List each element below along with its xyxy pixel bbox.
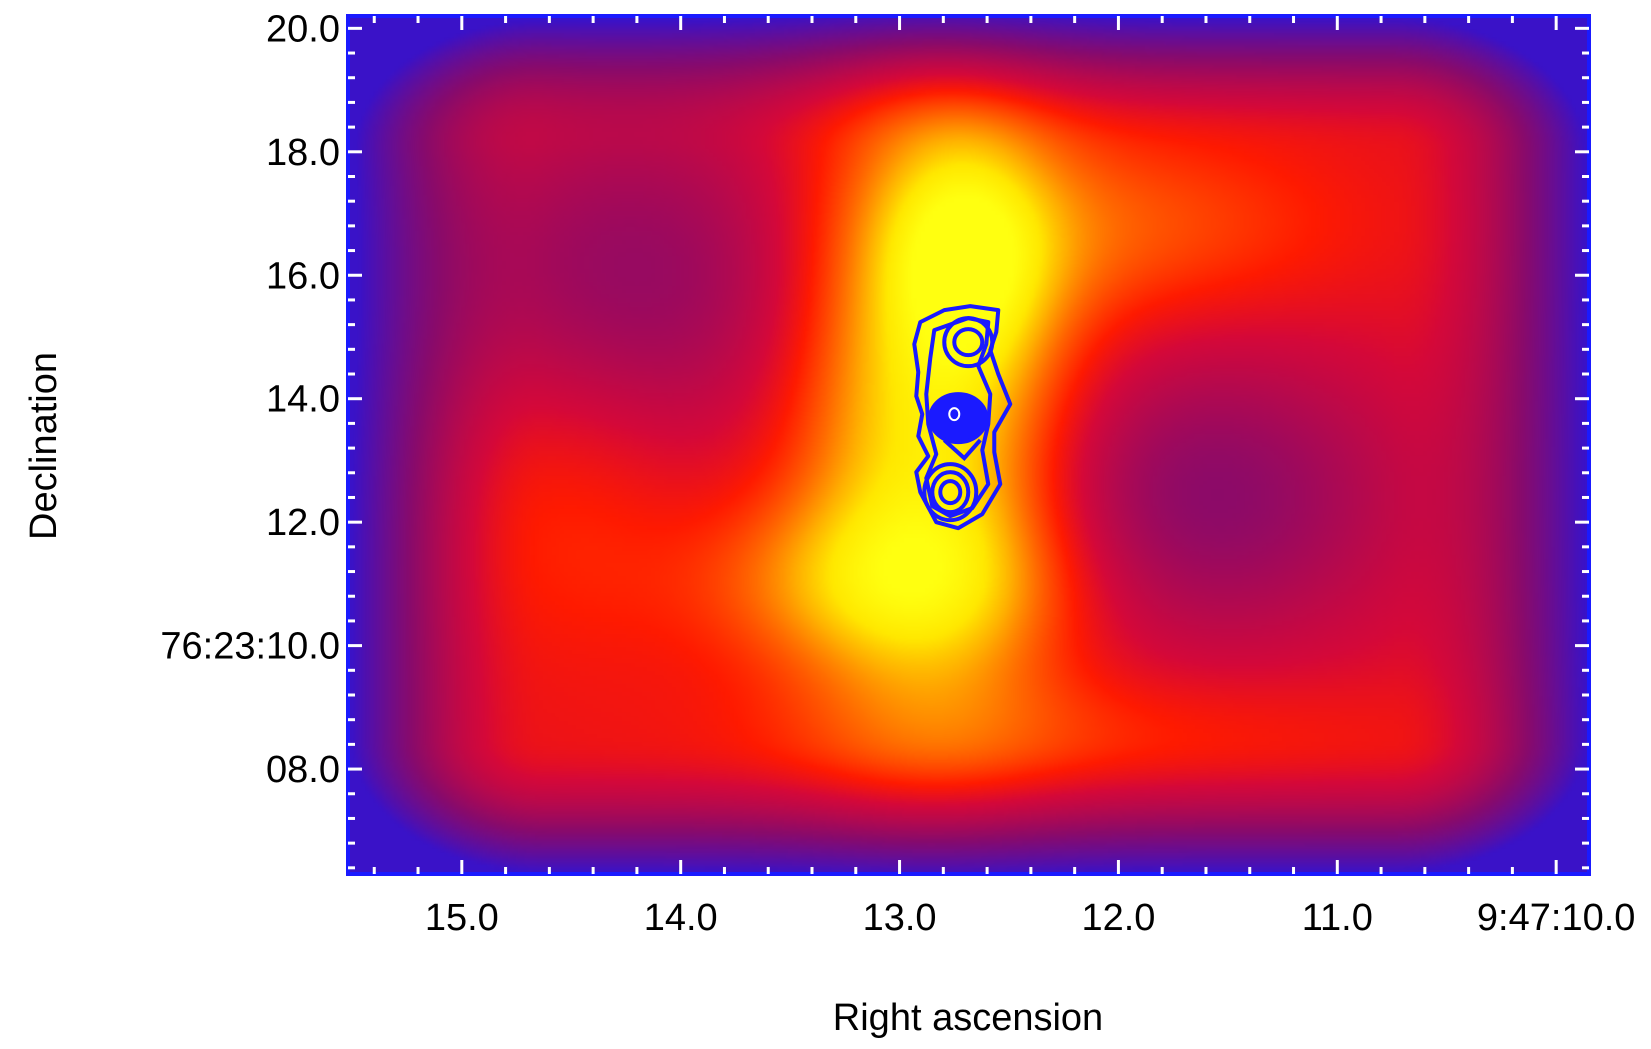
- contour-core-tail: [942, 438, 982, 461]
- y-tick-label: 08.0: [266, 749, 340, 791]
- contour-upper-knot: [952, 327, 985, 358]
- x-tick-label: 11.0: [1302, 897, 1373, 939]
- contour-lower-knot: [938, 479, 963, 506]
- x-tick-labels: 15.0 14.0 13.0 12.0 11.0 9:47:10.0: [425, 897, 1636, 939]
- plot-frame: [346, 14, 1591, 876]
- y-tick-label: 16.0: [266, 255, 340, 297]
- y-tick-label: 18.0: [266, 132, 340, 174]
- contour-peak: [948, 407, 961, 422]
- x-tick-label: 13.0: [863, 897, 937, 939]
- contour-overlay: [912, 304, 1013, 531]
- x-tick-label: 9:47:10.0: [1477, 897, 1635, 939]
- x-tick-label: 14.0: [644, 897, 718, 939]
- contour-lower-knot: [930, 470, 971, 515]
- y-tick-label: 76:23:10.0: [160, 626, 340, 668]
- y-tick-label: 14.0: [266, 379, 340, 421]
- x-axis-title: Right ascension: [833, 997, 1103, 1039]
- contour-upper-knot: [942, 316, 995, 369]
- y-tick-labels: 08.0 76:23:10.0 12.0 14.0 16.0 18.0 20.0: [160, 8, 340, 791]
- contour-lower-knot: [922, 462, 979, 523]
- y-axis-title: Declination: [23, 352, 65, 540]
- heatmap-image: [346, 14, 1591, 876]
- y-tick-label: 20.0: [266, 8, 340, 50]
- x-tick-label: 12.0: [1081, 897, 1155, 939]
- y-tick-label: 12.0: [266, 502, 340, 544]
- axis-ticks: [348, 16, 1589, 874]
- x-tick-label: 15.0: [425, 897, 499, 939]
- contour-outer: [912, 304, 1013, 531]
